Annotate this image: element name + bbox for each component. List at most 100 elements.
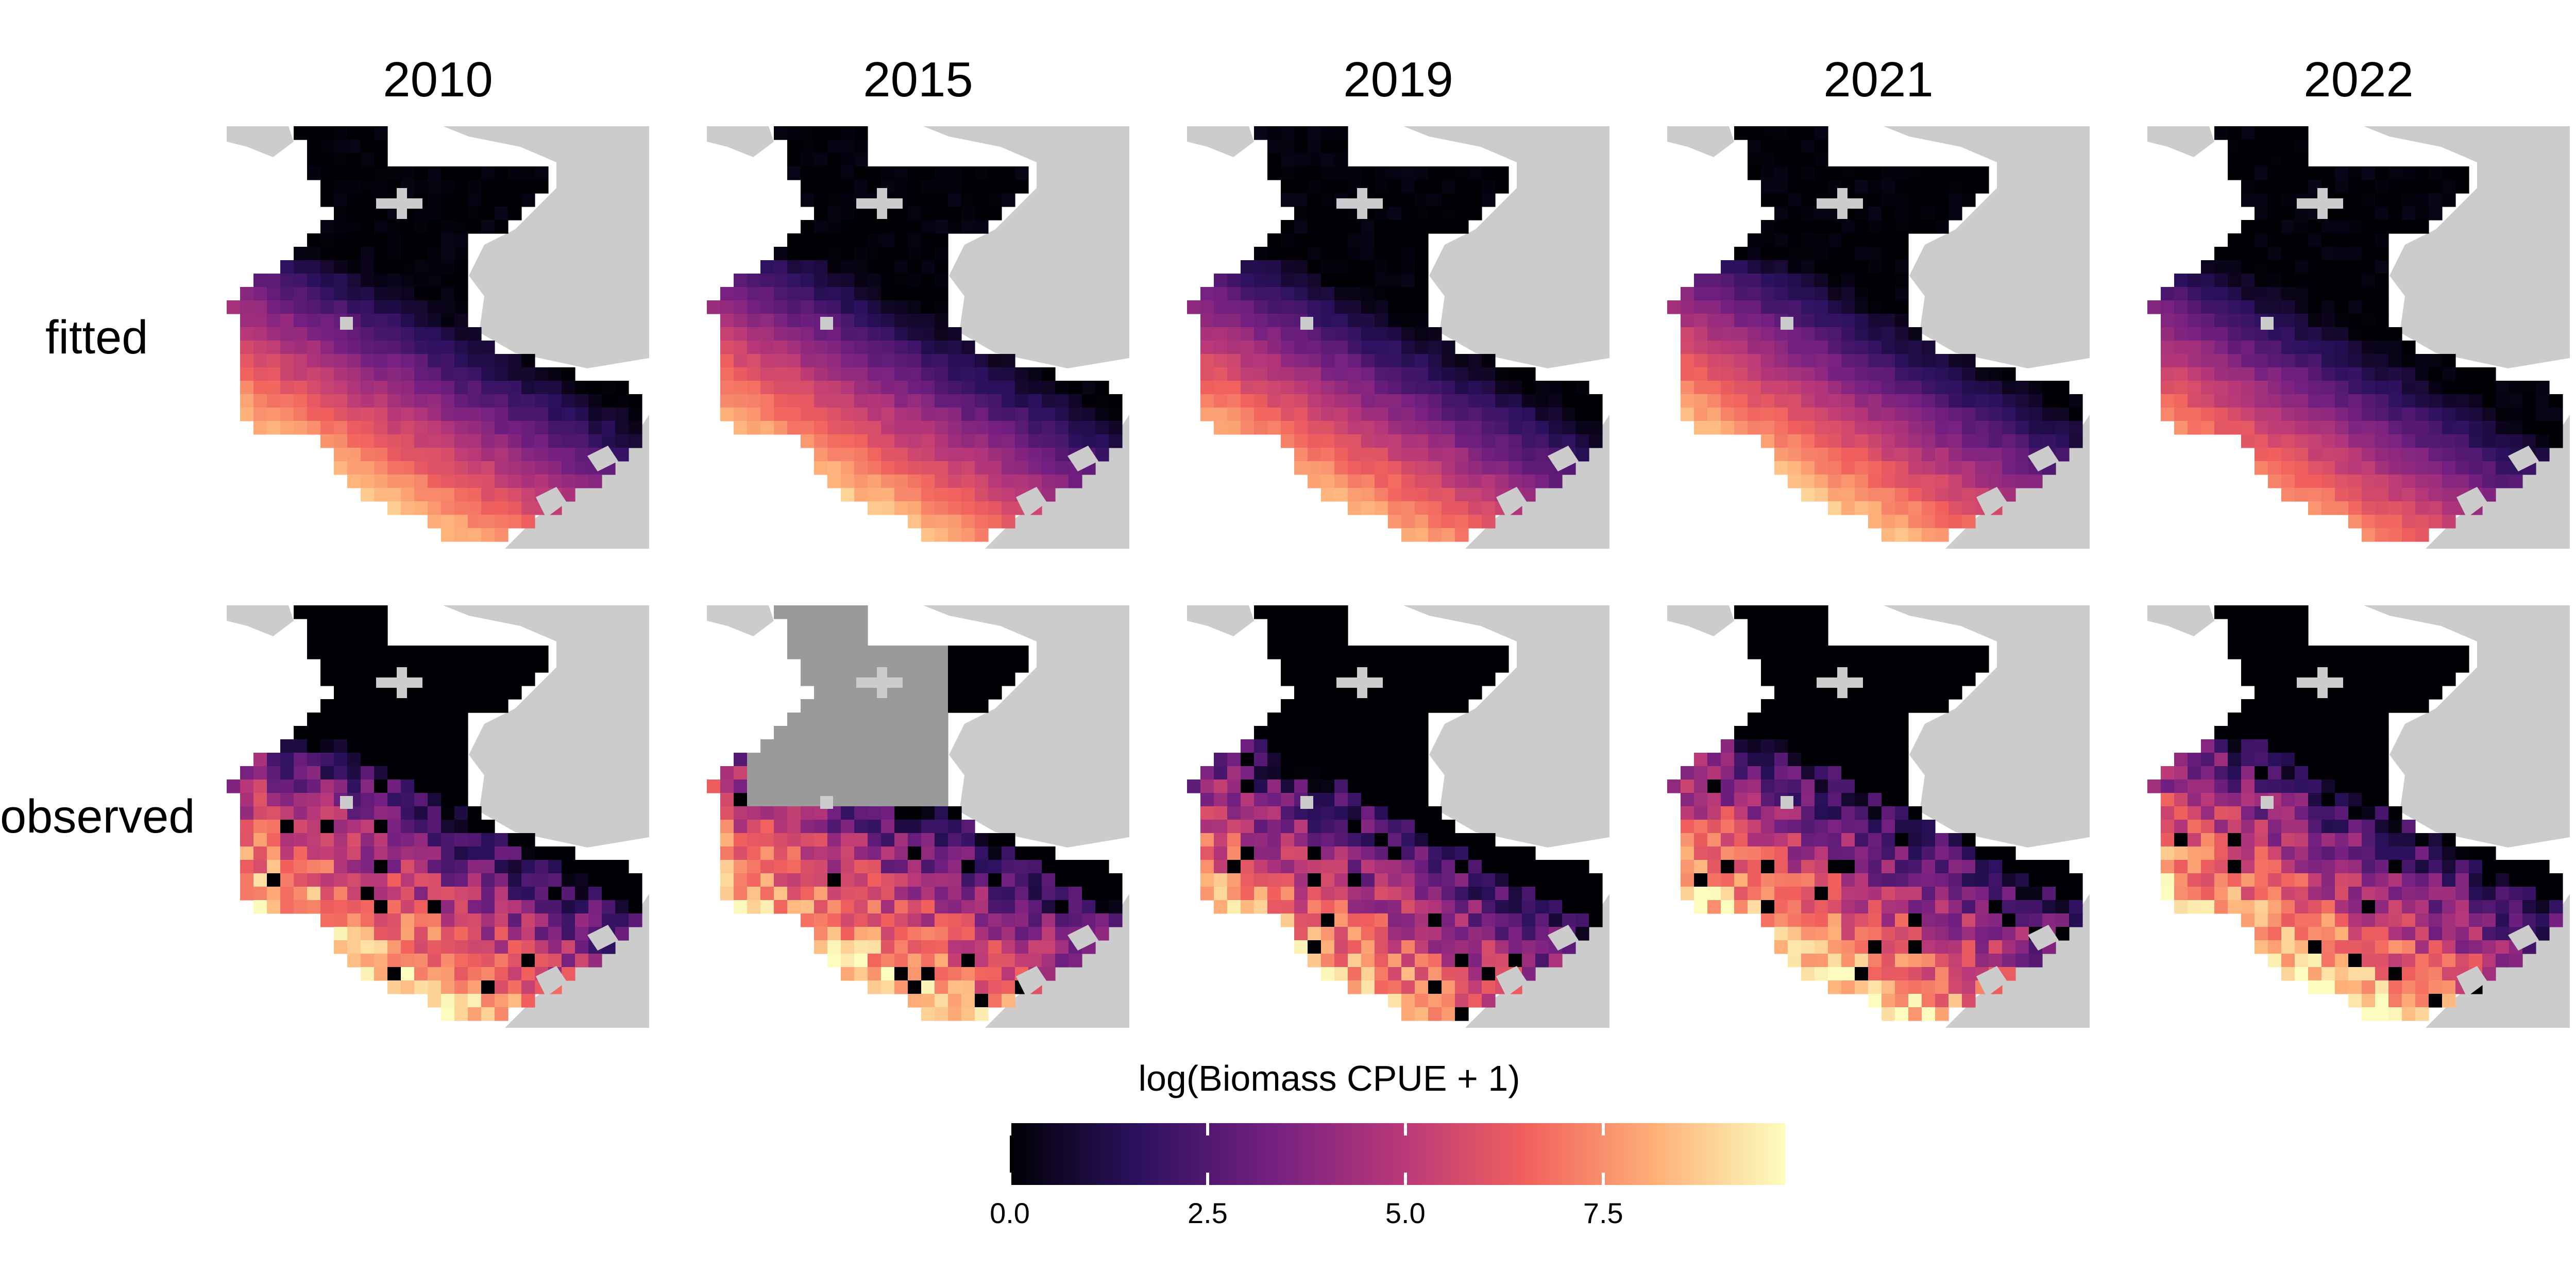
grid-cell: [1575, 913, 1589, 927]
grid-cell: [787, 166, 801, 180]
grid-cell: [2281, 605, 2295, 619]
grid-cell: [2362, 488, 2376, 502]
grid-cell: [267, 394, 281, 408]
grid-cell: [908, 314, 922, 328]
island: [340, 317, 353, 330]
grid-cell: [868, 806, 882, 820]
grid-cell: [1868, 793, 1882, 807]
grid-cell: [868, 699, 882, 713]
grid-cell: [548, 461, 562, 475]
grid-cell: [1721, 300, 1735, 314]
grid-cell: [1535, 381, 1549, 395]
grid-cell: [1761, 408, 1775, 421]
grid-cell: [1774, 753, 1788, 767]
grid-cell: [1321, 739, 1335, 753]
grid-cell: [1841, 887, 1855, 901]
grid-cell: [1707, 314, 1721, 328]
grid-cell: [827, 300, 841, 314]
grid-cell: [1401, 967, 1415, 981]
grid-cell: [1267, 605, 1281, 619]
grid-cell: [1788, 233, 1802, 247]
grid-cell: [468, 408, 482, 421]
grid-cell: [908, 833, 922, 847]
grid-cell: [935, 873, 948, 887]
grid-cell: [495, 873, 509, 887]
grid-cell: [307, 381, 321, 395]
grid-cell: [1549, 954, 1563, 968]
grid-cell: [535, 461, 549, 475]
grid-cell: [2295, 434, 2309, 448]
grid-cell: [1788, 140, 1802, 154]
grid-cell: [2348, 260, 2362, 274]
grid-cell: [2362, 220, 2376, 234]
grid-cell: [988, 354, 1002, 368]
grid-cell: [1042, 873, 1056, 887]
grid-cell: [629, 434, 642, 448]
grid-cell: [1841, 713, 1855, 726]
grid-cell: [894, 233, 908, 247]
grid-cell: [428, 699, 442, 713]
grid-cell: [481, 408, 495, 421]
grid-cell: [2429, 421, 2443, 435]
grid-cell: [1227, 381, 1241, 395]
grid-cell: [921, 753, 935, 767]
grid-cell: [1294, 461, 1308, 475]
grid-cell: [1562, 873, 1576, 887]
grid-cell: [508, 207, 522, 221]
grid-cell: [1254, 820, 1268, 834]
grid-cell: [747, 381, 761, 395]
grid-cell: [1882, 220, 1895, 234]
grid-cell: [280, 314, 294, 328]
grid-cell: [1415, 713, 1429, 726]
grid-cell: [1828, 954, 1842, 968]
grid-cell: [1962, 887, 1976, 901]
grid-cell: [1962, 501, 1976, 515]
grid-cell: [629, 900, 642, 914]
grid-cell: [1801, 140, 1815, 154]
grid-cell: [868, 300, 882, 314]
grid-cell: [1442, 394, 1455, 408]
grid-cell: [1401, 327, 1415, 341]
grid-cell: [320, 394, 334, 408]
grid-cell: [1868, 806, 1882, 820]
grid-cell: [1361, 341, 1375, 354]
grid-cell: [1935, 860, 1949, 874]
grid-cell: [881, 367, 895, 381]
grid-cell: [1855, 367, 1869, 381]
grid-cell: [854, 341, 868, 354]
grid-cell: [2268, 193, 2282, 207]
grid-cell: [1868, 233, 1882, 247]
grid-cell: [1095, 434, 1109, 448]
grid-cell: [854, 287, 868, 301]
grid-cell: [908, 421, 922, 435]
grid-cell: [1388, 448, 1402, 462]
grid-cell: [2308, 233, 2322, 247]
grid-cell: [1855, 779, 1869, 793]
grid-cell: [2268, 381, 2282, 395]
grid-cell: [1721, 367, 1735, 381]
grid-cell: [868, 354, 882, 368]
grid-cell: [334, 274, 348, 287]
grid-cell: [1509, 927, 1522, 941]
grid-cell: [374, 381, 388, 395]
grid-cell: [1721, 381, 1735, 395]
grid-cell: [1308, 739, 1321, 753]
grid-cell: [1241, 274, 1255, 287]
grid-cell: [948, 1007, 962, 1021]
grid-cell: [2281, 421, 2295, 435]
grid-cell: [1535, 940, 1549, 954]
grid-cell: [481, 672, 495, 686]
grid-cell: [814, 300, 828, 314]
grid-cell: [1308, 233, 1321, 247]
grid-cell: [894, 166, 908, 180]
grid-cell: [2268, 354, 2282, 368]
grid-cell: [1761, 193, 1775, 207]
grid-cell: [1707, 274, 1721, 287]
grid-cell: [240, 300, 254, 314]
grid-cell: [387, 233, 401, 247]
grid-cell: [1562, 434, 1576, 448]
grid-cell: [347, 753, 361, 767]
grid-cell: [1815, 793, 1828, 807]
grid-cell: [1748, 726, 1761, 740]
grid-cell: [387, 793, 401, 807]
